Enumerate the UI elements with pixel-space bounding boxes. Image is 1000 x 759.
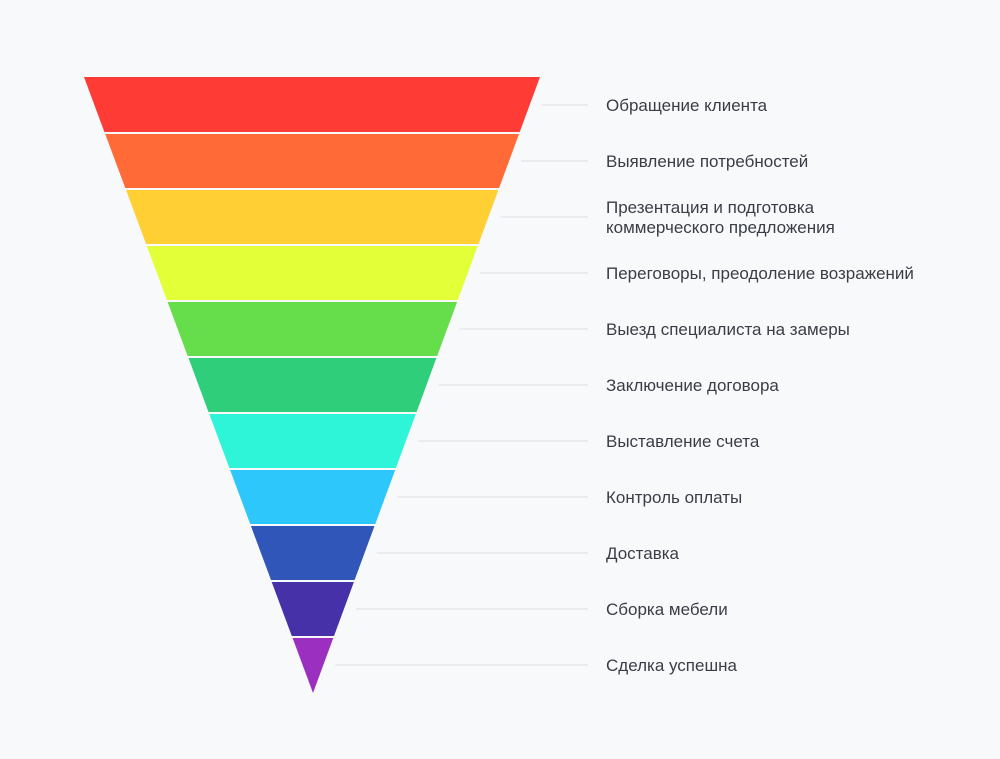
funnel-band-5 xyxy=(167,302,458,356)
stage-label-1: Обращение клиента xyxy=(606,96,768,115)
funnel-band-6 xyxy=(188,358,437,412)
funnel-band-7 xyxy=(209,414,416,468)
funnel-band-2 xyxy=(105,134,519,188)
funnel-band-11 xyxy=(292,638,334,693)
stage-label-8-line-1: Контроль оплаты xyxy=(606,488,742,507)
stage-label-7: Выставление счета xyxy=(606,432,760,451)
stage-label-4-line-1: Переговоры, преодоление возражений xyxy=(606,264,914,283)
stage-label-4: Переговоры, преодоление возражений xyxy=(606,264,914,283)
stage-label-11-line-1: Сделка успешна xyxy=(606,656,737,675)
stage-label-8: Контроль оплаты xyxy=(606,488,742,507)
stage-label-3: Презентация и подготовка коммерческого пр… xyxy=(606,198,835,237)
stage-label-5-line-1: Выезд специалиста на замеры xyxy=(606,320,850,339)
funnel-band-4 xyxy=(146,246,478,300)
stage-label-11: Сделка успешна xyxy=(606,656,737,675)
funnel-band-9 xyxy=(250,526,375,580)
stage-label-6: Заключение договора xyxy=(606,376,779,395)
funnel-stage-labels: Обращение клиента Выявление потребностей П… xyxy=(606,96,914,675)
stage-label-9: Доставка xyxy=(606,544,680,563)
stage-label-9-line-1: Доставка xyxy=(606,544,680,563)
funnel-band-1 xyxy=(84,77,540,132)
stage-label-10: Сборка мебели xyxy=(606,600,728,619)
stage-label-7-line-1: Выставление счета xyxy=(606,432,760,451)
stage-label-1-line-1: Обращение клиента xyxy=(606,96,768,115)
funnel-leader-lines xyxy=(335,104,588,666)
funnel-band-3 xyxy=(126,190,499,244)
funnel-band-10 xyxy=(271,582,354,636)
stage-label-3-line-2: коммерческого предложения xyxy=(606,218,835,237)
funnel-bands xyxy=(84,77,540,693)
stage-label-3-line-1: Презентация и подготовка xyxy=(606,198,815,217)
funnel-band-8 xyxy=(230,470,396,524)
stage-label-2-line-1: Выявление потребностей xyxy=(606,152,808,171)
stage-label-6-line-1: Заключение договора xyxy=(606,376,779,395)
stage-label-2: Выявление потребностей xyxy=(606,152,808,171)
stage-label-5: Выезд специалиста на замеры xyxy=(606,320,850,339)
stage-label-10-line-1: Сборка мебели xyxy=(606,600,728,619)
